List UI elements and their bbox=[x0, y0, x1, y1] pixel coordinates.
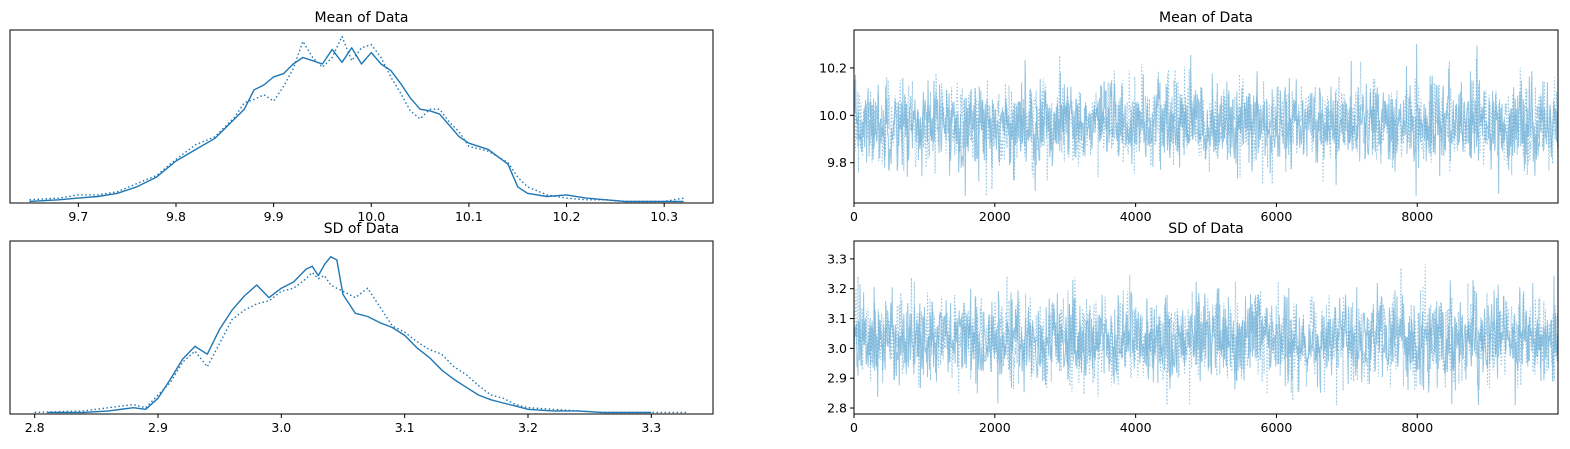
x-tick-label: 6000 bbox=[1261, 209, 1293, 224]
plot-area bbox=[34, 256, 689, 414]
x-tick-label: 6000 bbox=[1261, 420, 1293, 435]
subplot-4: SD of Data 0 2000 4000 6000 8000 2.8 2.9 3.0 3.1 3… bbox=[827, 221, 1559, 435]
x-tick-label: 2.9 bbox=[148, 420, 168, 435]
subplot-title: SD of Data bbox=[324, 221, 400, 237]
trace-line-chain-1 bbox=[854, 275, 1558, 406]
y-tick-label: 9.8 bbox=[827, 155, 847, 170]
axes-frame bbox=[9, 240, 714, 415]
x-tick-label: 2.8 bbox=[25, 420, 45, 435]
density-line-solid bbox=[47, 256, 652, 414]
x-tick-label: 8000 bbox=[1401, 420, 1433, 435]
x-tick-label: 10.2 bbox=[553, 209, 581, 224]
axes-frame bbox=[853, 240, 1559, 415]
subplot-title: SD of Data bbox=[1168, 221, 1244, 237]
plot-area bbox=[29, 35, 684, 203]
plot-area bbox=[854, 263, 1558, 406]
axes-frame bbox=[9, 29, 714, 204]
y-tick-label: 3.2 bbox=[827, 281, 847, 296]
x-tick-label: 3.2 bbox=[518, 420, 538, 435]
plot-area bbox=[854, 43, 1558, 196]
axes-frame bbox=[853, 29, 1559, 204]
x-tick-label: 0 bbox=[850, 420, 858, 435]
x-tick-label: 10.0 bbox=[357, 209, 385, 224]
y-tick-label: 2.8 bbox=[827, 401, 847, 416]
y-tick-label: 10.2 bbox=[819, 60, 847, 75]
density-line-dotted bbox=[29, 35, 684, 203]
subplot-title: Mean of Data bbox=[1159, 10, 1253, 26]
x-tick-label: 4000 bbox=[1120, 420, 1152, 435]
subplot-2: Mean of Data 0 2000 4000 6000 8000 9.8 10.0 10.2 bbox=[819, 10, 1559, 224]
y-tick-label: 3.0 bbox=[827, 341, 847, 356]
x-tick-label: 2000 bbox=[979, 420, 1011, 435]
trace-line-chain-2 bbox=[854, 263, 1558, 406]
y-tick-label: 3.1 bbox=[827, 311, 847, 326]
y-tick-label: 3.3 bbox=[827, 251, 847, 266]
y-tick-label: 10.0 bbox=[819, 108, 847, 123]
x-tick-label: 8000 bbox=[1401, 209, 1433, 224]
x-tick-label: 3.1 bbox=[395, 420, 415, 435]
subplot-1: Mean of Data 9.7 9.8 9.9 10.0 10.1 10.2 10.3 bbox=[9, 10, 714, 224]
y-tick-label: 2.9 bbox=[827, 371, 847, 386]
subplot-title: Mean of Data bbox=[315, 10, 409, 26]
density-line-solid bbox=[29, 47, 684, 203]
x-tick-label: 0 bbox=[850, 209, 858, 224]
x-tick-label: 9.7 bbox=[68, 209, 88, 224]
x-tick-label: 3.0 bbox=[271, 420, 291, 435]
density-line-dotted bbox=[34, 271, 689, 414]
subplot-3: SD of Data 2.8 2.9 3.0 3.1 3.2 3.3 bbox=[9, 221, 714, 435]
x-tick-label: 4000 bbox=[1120, 209, 1152, 224]
x-tick-label: 9.9 bbox=[264, 209, 284, 224]
x-tick-label: 10.3 bbox=[650, 209, 678, 224]
x-tick-label: 3.3 bbox=[641, 420, 661, 435]
x-tick-label: 9.8 bbox=[166, 209, 186, 224]
x-tick-label: 10.1 bbox=[455, 209, 483, 224]
x-tick-label: 2000 bbox=[979, 209, 1011, 224]
